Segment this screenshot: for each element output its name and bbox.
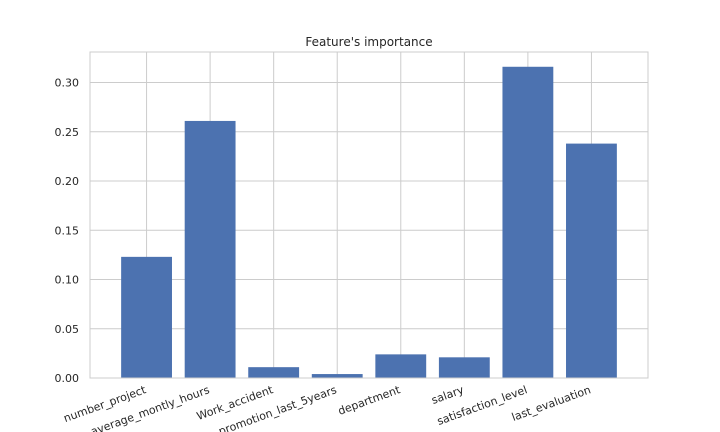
grid-layer	[90, 52, 648, 379]
bar-last-evaluation	[566, 143, 617, 378]
x-axis-ticks: number_projectaverage_montly_hoursWork_a…	[62, 383, 593, 432]
y-tick-label: 0.00	[55, 372, 80, 385]
bar-salary	[438, 357, 490, 378]
plot-frame	[89, 51, 649, 379]
y-tick-label: 0.10	[55, 274, 80, 287]
y-tick-label: 0.05	[55, 323, 80, 336]
bar-promotion-last-5years	[311, 374, 363, 378]
y-tick-label: 0.15	[55, 224, 80, 237]
bar-number-project	[121, 256, 172, 378]
y-tick-label: 0.30	[55, 77, 80, 90]
bar-satisfaction-level	[502, 66, 554, 379]
x-tick-label: salary	[430, 383, 466, 407]
chart-title: Feature's importance	[305, 35, 432, 49]
y-tick-label: 0.25	[55, 126, 80, 139]
bar-department	[375, 354, 427, 378]
x-tick-label: department	[336, 383, 402, 418]
y-tick-label: 0.20	[55, 175, 80, 188]
bar-work-accident	[248, 367, 300, 378]
bar-average-montly-hours	[184, 120, 236, 378]
bars-layer	[121, 66, 617, 379]
y-axis-ticks: 0.00 0.05 0.10 0.15 0.20 0.25 0.30	[55, 77, 80, 385]
